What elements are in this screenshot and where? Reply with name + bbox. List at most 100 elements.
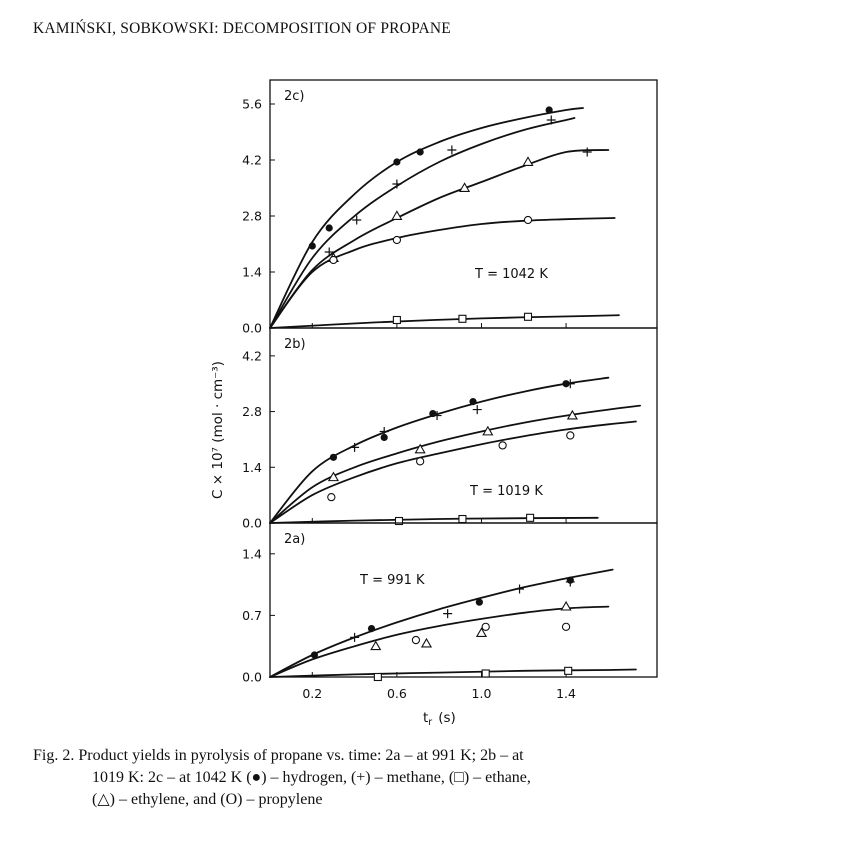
y-tick-label: 5.6	[242, 97, 262, 112]
y-tick-label: 1.4	[242, 265, 262, 280]
marker-plus	[350, 442, 360, 452]
marker-square	[481, 669, 490, 678]
x-axis-title: tr (s)	[423, 710, 456, 728]
marker-triangle	[522, 156, 534, 166]
x-tick-label: 0.2	[302, 686, 322, 701]
marker-open-circle	[498, 441, 507, 450]
marker-plus	[472, 405, 482, 415]
marker-triangle	[420, 637, 433, 648]
panel-label: 2c)	[284, 89, 305, 104]
fit-curve	[269, 420, 637, 524]
marker-plus	[447, 145, 457, 155]
marker-plus	[432, 411, 442, 421]
y-tick-label: 0.0	[242, 321, 262, 336]
fit-curve	[269, 314, 620, 329]
marker-triangle	[391, 210, 403, 220]
y-tick-label: 4.2	[242, 348, 262, 363]
marker-filled-circle	[367, 625, 376, 633]
caption-line-1: Fig. 2. Product yields in pyrolysis of p…	[33, 747, 524, 764]
marker-filled-circle	[475, 598, 483, 606]
marker-filled-circle	[416, 148, 424, 156]
marker-square	[373, 672, 382, 682]
y-tick-label: 2.8	[242, 209, 262, 224]
fit-curve	[269, 376, 610, 524]
marker-triangle	[560, 600, 572, 611]
y-tick-label: 1.4	[242, 546, 262, 561]
marker-square	[458, 314, 467, 323]
y-axis-title: C × 10⁷ (mol · cm⁻³)	[210, 361, 226, 499]
y-tick-label: 0.0	[242, 516, 262, 531]
fit-curve	[269, 149, 610, 329]
marker-square	[392, 315, 401, 325]
marker-square	[526, 513, 535, 522]
caption-line-3: (△) – ethylene, and (O) – propylene	[92, 791, 323, 808]
x-tick-label: 1.4	[556, 686, 576, 701]
marker-plus	[443, 609, 453, 619]
x-tick-label: 1.0	[472, 686, 492, 701]
marker-square	[564, 666, 573, 675]
marker-filled-circle	[393, 158, 401, 166]
marker-plus	[392, 179, 402, 189]
marker-plus	[324, 247, 334, 257]
fit-curve	[269, 107, 584, 329]
marker-filled-circle	[469, 398, 477, 406]
marker-plus	[546, 115, 556, 125]
fit-curve	[269, 516, 599, 524]
marker-open-circle	[392, 235, 402, 245]
caption-line-2: 1019 K: 2c – at 1042 K (●) – hydrogen, (…	[92, 769, 531, 786]
marker-triangle	[475, 627, 488, 637]
marker-plus	[379, 426, 389, 436]
marker-open-circle	[566, 431, 575, 440]
marker-triangle	[482, 425, 494, 436]
panel-2c: 0.0 1.4 2.8 4.2 5.6 2c) T = 1042 K	[242, 79, 658, 336]
y-tick-label: 2.8	[242, 404, 262, 419]
marker-plus	[352, 215, 362, 225]
marker-plus	[565, 379, 575, 389]
temperature-label: T = 1042 K	[474, 267, 548, 282]
marker-filled-circle	[325, 224, 333, 232]
marker-open-circle	[327, 492, 336, 502]
panel-label: 2a)	[284, 532, 305, 547]
y-tick-label: 0.0	[242, 670, 262, 685]
panel-2b: 0.0 1.4 2.8 4.2 2b) T = 1019 K	[242, 327, 658, 531]
fit-curve	[269, 605, 610, 678]
marker-filled-circle	[308, 242, 316, 250]
running-header: KAMIŃSKI, SOBKOWSKI: DECOMPOSITION OF PR…	[33, 20, 451, 37]
marker-open-circle	[329, 255, 338, 265]
figure-caption: Fig. 2. Product yields in pyrolysis of p…	[33, 745, 833, 811]
y-tick-label: 4.2	[242, 153, 262, 168]
marker-square	[394, 516, 404, 526]
panel-frame	[269, 522, 658, 678]
marker-open-circle	[523, 215, 533, 225]
temperature-label: T = 991 K	[359, 573, 425, 588]
panel-label: 2b)	[284, 337, 306, 352]
marker-filled-circle	[545, 106, 553, 114]
marker-plus	[565, 577, 575, 587]
y-tick-label: 1.4	[242, 460, 262, 475]
marker-open-circle	[481, 622, 490, 631]
x-tick-label: 0.6	[387, 686, 407, 701]
marker-open-circle	[411, 635, 421, 645]
marker-filled-circle	[310, 651, 319, 659]
marker-square	[458, 514, 467, 524]
marker-plus	[515, 584, 525, 594]
marker-filled-circle	[329, 453, 338, 461]
fit-curve	[269, 117, 576, 329]
marker-open-circle	[415, 457, 425, 466]
marker-filled-circle	[380, 433, 388, 442]
fit-curve	[269, 568, 614, 678]
marker-plus	[350, 632, 360, 642]
fit-curve	[269, 668, 637, 678]
marker-open-circle	[561, 622, 571, 631]
marker-square	[523, 312, 533, 321]
marker-triangle	[459, 182, 471, 192]
marker-triangle	[566, 409, 578, 420]
marker-triangle	[370, 640, 382, 651]
marker-plus	[582, 147, 592, 157]
panel-2a: 0.0 0.7 1.4 2a) T = 991 K	[242, 522, 658, 685]
fit-curve	[269, 404, 641, 524]
marker-triangle	[414, 443, 426, 454]
temperature-label: T = 1019 K	[469, 484, 543, 499]
y-tick-label: 0.7	[242, 608, 262, 623]
